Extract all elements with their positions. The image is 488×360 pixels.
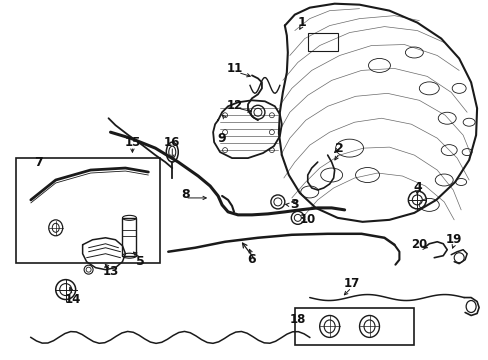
Text: 5: 5 xyxy=(136,255,144,268)
Text: 2: 2 xyxy=(335,141,343,155)
Text: 1: 1 xyxy=(297,16,305,29)
Text: 4: 4 xyxy=(412,181,421,194)
Text: 14: 14 xyxy=(64,293,81,306)
Text: 7: 7 xyxy=(34,156,43,168)
Text: 11: 11 xyxy=(226,62,243,75)
Bar xyxy=(122,218,136,256)
Text: 19: 19 xyxy=(445,233,462,246)
Text: 16: 16 xyxy=(164,136,180,149)
Text: 6: 6 xyxy=(247,253,256,266)
Text: 15: 15 xyxy=(124,136,141,149)
Bar xyxy=(294,307,413,345)
Bar xyxy=(16,158,160,263)
Text: 18: 18 xyxy=(289,313,305,326)
Bar xyxy=(307,32,337,50)
Text: 8: 8 xyxy=(181,188,189,202)
Text: 10: 10 xyxy=(299,213,315,226)
Text: 12: 12 xyxy=(226,99,243,112)
Text: 17: 17 xyxy=(343,277,359,290)
Text: 13: 13 xyxy=(102,265,119,278)
Text: 9: 9 xyxy=(217,132,226,145)
Text: 3: 3 xyxy=(290,198,299,211)
Text: 20: 20 xyxy=(410,238,427,251)
